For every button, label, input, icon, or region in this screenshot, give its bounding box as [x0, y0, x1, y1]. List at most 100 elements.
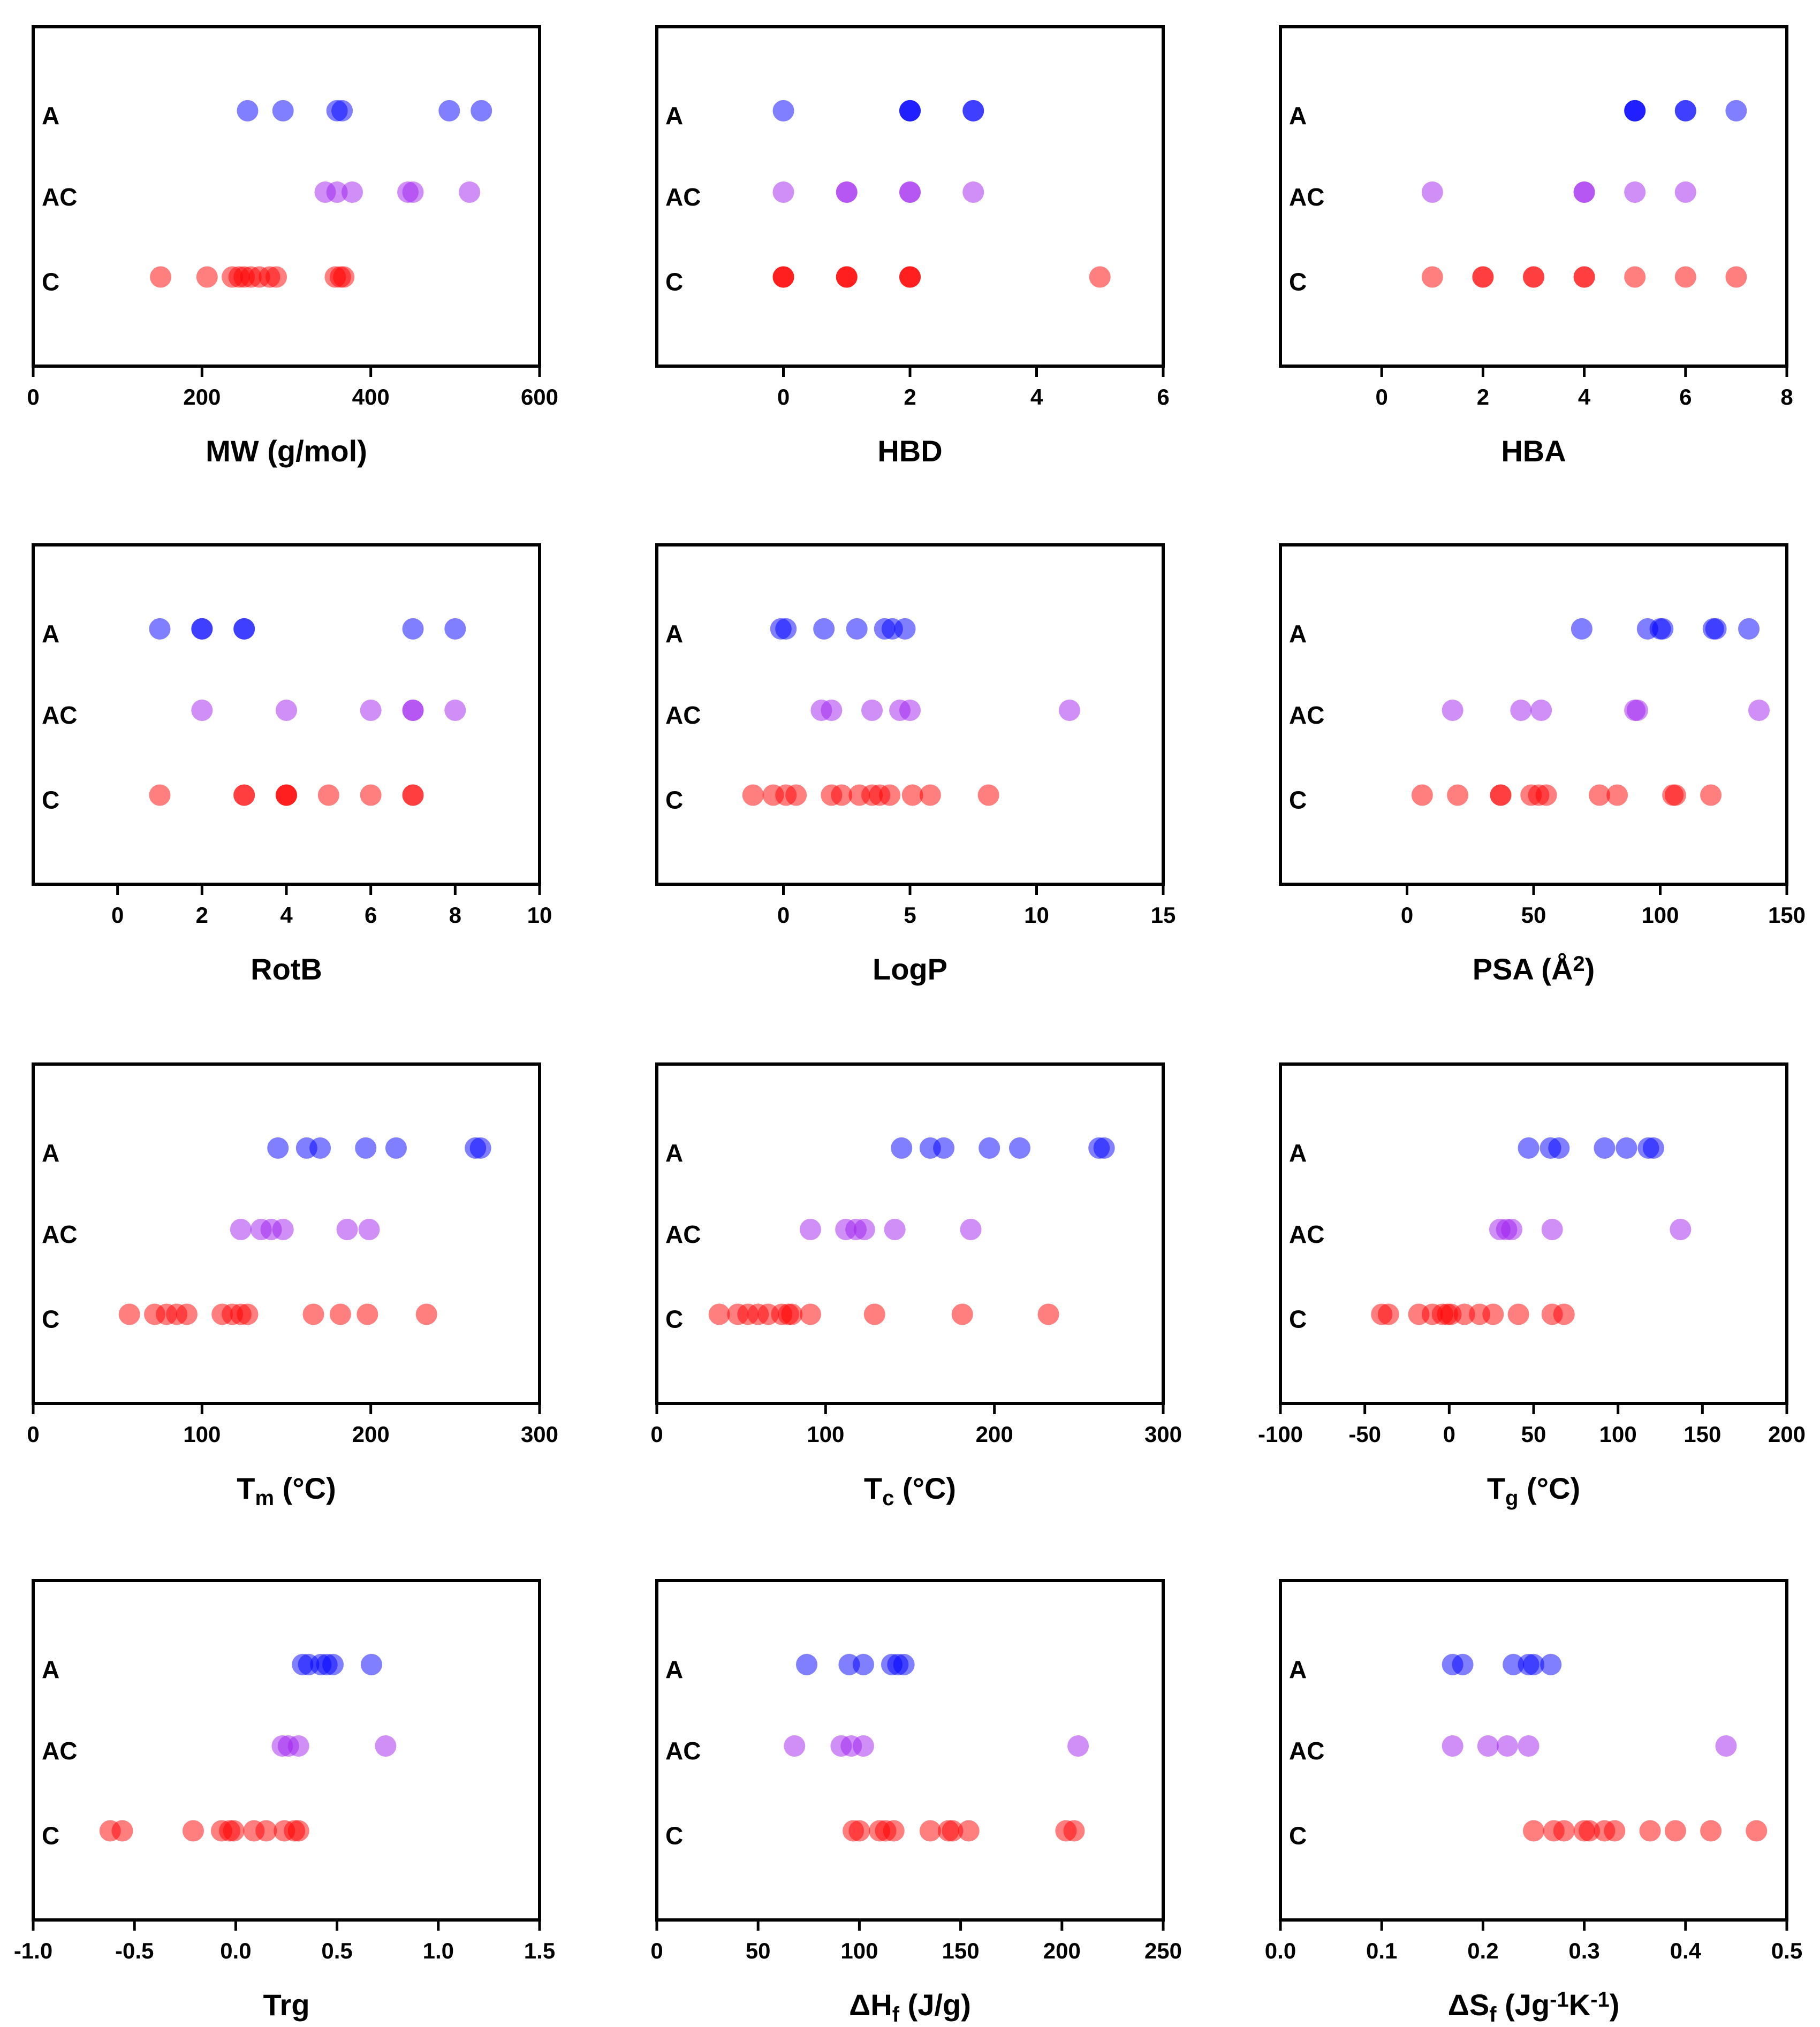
x-axis-title: Tg (°C) — [1487, 1471, 1580, 1510]
point-c — [883, 1820, 905, 1842]
panel-5: 0 5 10 15 A AC C LogP — [655, 543, 1176, 986]
group-label-a: A — [42, 1139, 59, 1167]
point-c — [1664, 784, 1686, 806]
point-c — [1037, 1303, 1059, 1325]
point-ac — [336, 1219, 358, 1240]
point-a — [1594, 1137, 1616, 1159]
point-a — [469, 1137, 491, 1159]
x-tick-label: 150 — [1684, 1422, 1721, 1447]
point-c — [1553, 1820, 1575, 1842]
point-c — [196, 266, 218, 288]
panel-3: 0 2 4 6 8 A AC C HBA — [1279, 25, 1793, 468]
point-a — [1523, 1653, 1544, 1675]
point-c — [333, 266, 355, 288]
point-a — [272, 100, 294, 122]
group-label-ac: AC — [42, 183, 77, 211]
point-a — [979, 1137, 1000, 1159]
point-c — [182, 1820, 204, 1842]
x-axis-title: Tm (°C) — [237, 1471, 336, 1510]
group-label-a: A — [1289, 620, 1307, 648]
group-label-c: C — [665, 1305, 683, 1333]
point-a — [962, 100, 984, 122]
point-a — [233, 618, 255, 640]
point-c — [1700, 1820, 1722, 1842]
point-ac — [272, 1219, 294, 1240]
group-label-a: A — [42, 102, 59, 130]
point-c — [149, 784, 171, 806]
group-label-ac: AC — [665, 1220, 701, 1248]
point-c — [919, 1820, 941, 1842]
point-c — [357, 1303, 378, 1325]
point-a — [796, 1653, 818, 1675]
point-ac — [1510, 700, 1532, 721]
x-tick-label: 0.1 — [1366, 1938, 1397, 1963]
point-c — [150, 266, 172, 288]
x-tick-label: 1.0 — [423, 1938, 454, 1963]
point-c — [1700, 784, 1722, 806]
point-a — [772, 100, 794, 122]
x-tick-label: 0 — [111, 902, 124, 928]
x-tick-label: 100 — [183, 1422, 221, 1447]
point-a — [267, 1137, 289, 1159]
point-ac — [1541, 1219, 1563, 1240]
x-tick-label: 10 — [527, 902, 552, 928]
point-ac — [287, 1735, 309, 1757]
group-label-a: A — [665, 1656, 683, 1683]
point-c — [919, 784, 941, 806]
group-label-a: A — [665, 1139, 683, 1167]
group-label-a: A — [665, 102, 683, 130]
point-c — [1523, 1820, 1544, 1842]
point-ac — [1067, 1735, 1089, 1757]
x-tick-label: 6 — [1157, 384, 1169, 409]
point-c — [1674, 266, 1696, 288]
x-tick-label: -1.0 — [14, 1938, 52, 1963]
x-tick-label: 8 — [449, 902, 461, 928]
point-ac — [402, 700, 424, 721]
x-tick-label: 6 — [1679, 384, 1692, 409]
x-tick-label: 4 — [1578, 384, 1591, 409]
x-tick-label: 200 — [352, 1422, 390, 1447]
point-ac — [1624, 181, 1646, 203]
x-tick-label: 15 — [1151, 902, 1176, 928]
point-c — [1579, 1820, 1601, 1842]
group-label-ac: AC — [665, 183, 701, 211]
point-c — [1746, 1820, 1768, 1842]
x-tick-label: 0 — [1401, 902, 1413, 928]
group-label-ac: AC — [1289, 701, 1324, 729]
point-c — [785, 784, 807, 806]
point-a — [891, 1137, 913, 1159]
point-c — [317, 784, 339, 806]
plot-frame — [1279, 1062, 1788, 1405]
x-tick-label: 0.5 — [321, 1938, 352, 1963]
x-axis-title: Trg — [263, 1988, 309, 2022]
point-ac — [444, 700, 466, 721]
x-tick-label: 200 — [976, 1422, 1013, 1447]
point-a — [1725, 100, 1747, 122]
group-label-c: C — [665, 268, 683, 296]
x-tick-label: 600 — [521, 384, 558, 409]
x-tick-label: 0 — [1376, 384, 1388, 409]
point-ac — [884, 1219, 906, 1240]
point-a — [322, 1653, 344, 1675]
panel-12: 0.0 0.1 0.2 0.3 0.4 0.5 A AC C ΔSf (Jg-1K-1) — [1265, 1579, 1802, 2026]
point-c — [1411, 784, 1433, 806]
x-tick-label: 200 — [1768, 1422, 1806, 1447]
point-a — [775, 618, 797, 640]
point-c — [942, 1820, 964, 1842]
x-tick-label: 0 — [777, 384, 790, 409]
group-label-ac: AC — [42, 1737, 77, 1765]
point-c — [233, 784, 255, 806]
point-ac — [1748, 700, 1770, 721]
x-tick-label: 4 — [280, 902, 293, 928]
point-a — [894, 618, 916, 640]
point-ac — [230, 1219, 252, 1240]
x-tick-label: 0 — [27, 1422, 39, 1447]
point-ac — [899, 181, 921, 203]
point-a — [1503, 1653, 1525, 1675]
x-tick-label: 1.5 — [524, 1938, 555, 1963]
point-a — [1540, 1653, 1562, 1675]
group-label-c: C — [42, 1305, 59, 1333]
point-ac — [360, 700, 382, 721]
point-a — [1705, 618, 1727, 640]
